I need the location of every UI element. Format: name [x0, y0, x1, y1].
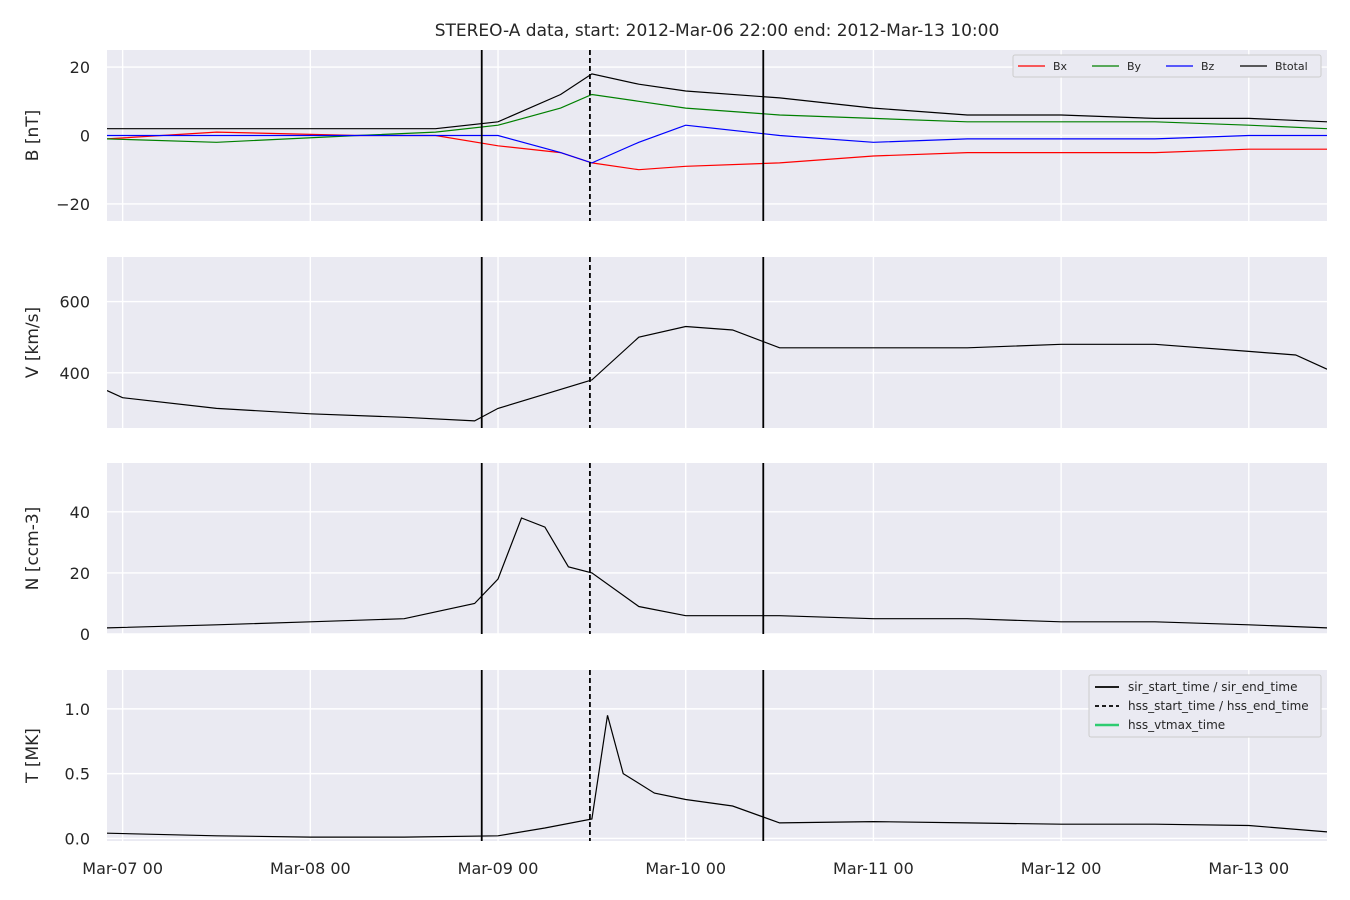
- y-tick-label: 1.0: [65, 700, 90, 719]
- series-line-btotal: [107, 73, 1327, 130]
- legend-label: sir_start_time / sir_end_time: [1128, 680, 1298, 694]
- x-tick-label: Mar-12 00: [1021, 859, 1102, 878]
- x-tick-label: Mar-10 00: [645, 859, 726, 878]
- y-tick-label: 0.0: [65, 829, 90, 848]
- legend-label: By: [1127, 60, 1142, 73]
- series-group: [107, 517, 1327, 629]
- y-axis-label: V [km/s]: [23, 307, 43, 378]
- x-tick-label: Mar-09 00: [458, 859, 539, 878]
- y-axis-label: T [MK]: [23, 728, 43, 784]
- x-tick-label: Mar-13 00: [1208, 859, 1289, 878]
- series-group: [107, 715, 1327, 838]
- x-tick-label: Mar-07 00: [82, 859, 163, 878]
- series-line-t: [107, 715, 1327, 838]
- series-line-n: [107, 517, 1327, 629]
- series-line-by: [107, 93, 1327, 143]
- series-group: [107, 73, 1327, 171]
- legend-label: hss_vtmax_time: [1128, 718, 1225, 732]
- series-line-bz: [107, 124, 1327, 164]
- legend-events: sir_start_time / sir_end_time hss_start_t…: [1088, 674, 1322, 738]
- series-group: [107, 325, 1327, 422]
- x-axis: Mar-07 00 Mar-08 00 Mar-09 00 Mar-10 00 Mar-…: [82, 859, 1289, 878]
- y-tick-label: 20: [70, 564, 90, 583]
- y-tick-label: 40: [70, 503, 90, 522]
- y-tick-label: 0.5: [65, 765, 90, 784]
- panel-magnetic-field: −20 0 20 B [nT] Bx By Bz Btotal: [23, 50, 1327, 221]
- y-tick-label: 600: [59, 293, 90, 312]
- panel-velocity: 400 600 V [km/s]: [23, 257, 1327, 428]
- y-tick-label: 0: [80, 625, 90, 644]
- y-tick-label: −20: [56, 195, 90, 214]
- y-tick-label: 400: [59, 364, 90, 383]
- x-tick-label: Mar-08 00: [270, 859, 351, 878]
- figure-title: STEREO-A data, start: 2012-Mar-06 22:00 …: [435, 21, 1000, 41]
- y-tick-label: 20: [70, 58, 90, 77]
- plot-area: [107, 257, 1327, 428]
- plot-area: [107, 463, 1327, 634]
- panels: −20 0 20 B [nT] Bx By Bz Btotal 400 600 V [km/s] 0 2…: [23, 50, 1327, 848]
- y-axis-label: B [nT]: [23, 110, 43, 162]
- legend-label: Bz: [1201, 60, 1215, 73]
- x-tick-label: Mar-11 00: [833, 859, 914, 878]
- panel-density: 0 20 40 N [ccm-3]: [23, 463, 1327, 644]
- y-tick-label: 0: [80, 127, 90, 146]
- legend-label: Btotal: [1275, 60, 1308, 73]
- series-line-v: [107, 325, 1327, 422]
- y-axis-label: N [ccm-3]: [23, 507, 43, 591]
- legend-label: hss_start_time / hss_end_time: [1128, 699, 1309, 713]
- legend-frame: [1088, 674, 1322, 738]
- legend-b: Bx By Bz Btotal: [1012, 54, 1322, 78]
- panel-temperature: 0.0 0.5 1.0 T [MK] sir_start_time / sir_end_…: [23, 670, 1327, 848]
- legend-label: Bx: [1053, 60, 1068, 73]
